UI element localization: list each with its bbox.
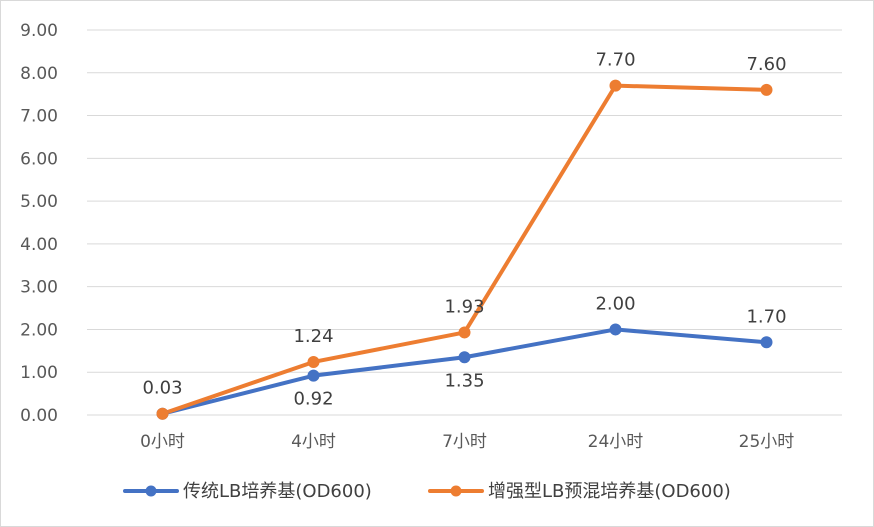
data-point xyxy=(760,83,773,96)
data-label: 1.24 xyxy=(293,326,333,347)
x-tick-label: 24小时 xyxy=(588,432,644,452)
data-label: 1.70 xyxy=(746,306,786,327)
y-tick-label: 0.00 xyxy=(20,406,58,426)
x-tick-label: 0小时 xyxy=(140,432,185,452)
data-point xyxy=(458,326,471,339)
legend-label: 传统LB培养基(OD600) xyxy=(183,481,372,502)
data-label: 7.60 xyxy=(746,54,786,75)
y-tick-label: 6.00 xyxy=(20,149,58,169)
legend-label: 增强型LB预混培养基(OD600) xyxy=(488,481,731,502)
data-label: 0.92 xyxy=(293,389,333,410)
data-point xyxy=(760,336,773,349)
legend-swatch-marker xyxy=(450,485,462,497)
legend-swatch-marker xyxy=(145,485,157,497)
y-tick-label: 4.00 xyxy=(20,235,58,255)
data-point xyxy=(458,351,471,364)
data-label: 0.03 xyxy=(142,378,182,399)
y-tick-label: 7.00 xyxy=(20,107,58,127)
data-point xyxy=(307,369,320,382)
data-label: 1.93 xyxy=(444,296,484,317)
x-tick-label: 7小时 xyxy=(442,432,487,452)
x-tick-label: 4小时 xyxy=(291,432,336,452)
y-tick-label: 8.00 xyxy=(20,64,58,84)
data-label: 1.35 xyxy=(444,370,484,391)
series-line-2 xyxy=(160,83,769,416)
data-label: 2.00 xyxy=(595,293,635,314)
y-tick-label: 2.00 xyxy=(20,320,58,340)
y-tick-label: 1.00 xyxy=(20,363,58,383)
y-tick-label: 3.00 xyxy=(20,278,58,298)
data-point xyxy=(609,323,622,336)
y-tick-label: 9.00 xyxy=(20,21,58,41)
data-point xyxy=(307,355,320,368)
data-point xyxy=(609,79,622,92)
data-point xyxy=(156,407,169,420)
y-tick-label: 5.00 xyxy=(20,192,58,212)
x-tick-label: 25小时 xyxy=(739,432,795,452)
data-label: 7.70 xyxy=(595,50,635,71)
